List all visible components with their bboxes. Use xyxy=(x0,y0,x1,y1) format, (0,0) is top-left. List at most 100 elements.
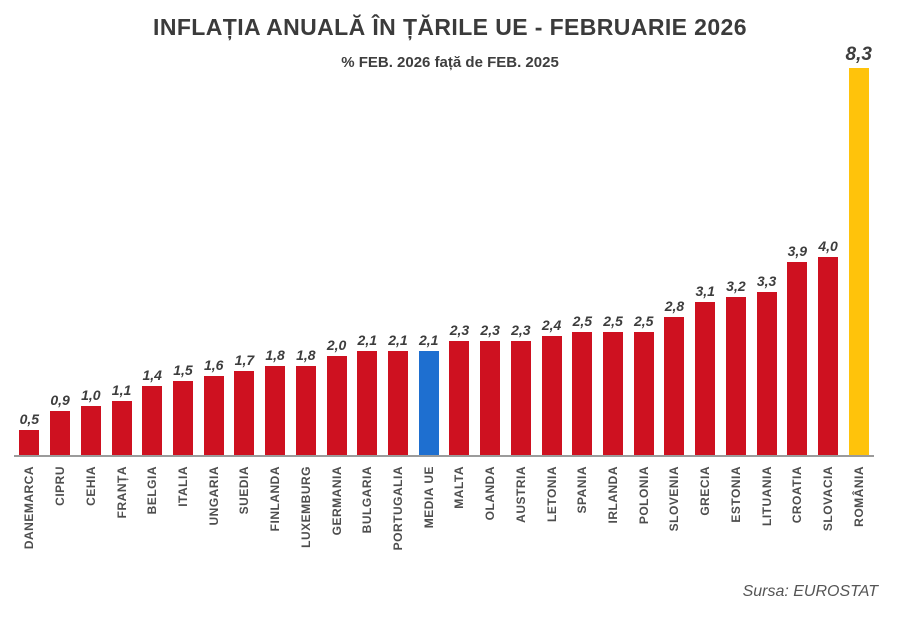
bar-value-label: 2,1 xyxy=(357,332,377,349)
bar-slot: 3,2 xyxy=(721,45,752,455)
x-axis-label-slot: ESTONIA xyxy=(721,466,752,523)
x-axis-label-slot: ITALIA xyxy=(168,466,199,507)
x-axis-label: SPANIA xyxy=(575,466,590,514)
x-axis-label: CIPRU xyxy=(53,466,68,506)
x-axis-label: OLANDA xyxy=(483,466,498,521)
bar xyxy=(664,316,685,455)
bar-slot: 1,0 xyxy=(75,45,106,455)
x-axis-label-slot: MALTA xyxy=(444,466,475,509)
bar-value-label: 1,4 xyxy=(142,366,162,383)
bar xyxy=(818,257,839,455)
bar-value-label: 2,3 xyxy=(449,322,470,339)
bar-value-label: 1,1 xyxy=(111,381,132,398)
bar-value-label: 2,3 xyxy=(511,322,531,339)
bar xyxy=(50,410,71,455)
bar xyxy=(480,341,501,455)
source-credit: Sursa: EUROSTAT xyxy=(742,583,878,600)
x-axis-label: AUSTRIA xyxy=(513,466,528,523)
bar xyxy=(510,341,531,455)
bar-slot: 2,8 xyxy=(659,45,690,455)
bar-slot: 3,1 xyxy=(690,45,721,455)
bar xyxy=(541,336,562,455)
bar-slot: 1,7 xyxy=(229,45,260,455)
x-axis-label: LITUANIA xyxy=(759,466,774,526)
x-axis-label: FRANȚA xyxy=(114,466,129,519)
bar xyxy=(787,262,808,455)
x-axis-label: BELGIA xyxy=(145,466,160,515)
bar-value-label: 1,8 xyxy=(296,347,316,364)
bar-value-label: 0,5 xyxy=(19,411,40,428)
x-axis-label: BULGARIA xyxy=(360,466,375,534)
bar xyxy=(848,68,869,455)
x-axis-label-slot: LETONIA xyxy=(536,466,567,522)
bar xyxy=(111,400,132,455)
bar-slot: 2,1 xyxy=(352,45,383,455)
x-axis-label: CEHIA xyxy=(83,466,98,506)
x-axis-label: UNGARIA xyxy=(206,466,221,526)
bar-slot: 1,4 xyxy=(137,45,168,455)
x-axis-label-slot: AUSTRIA xyxy=(506,466,537,523)
bar-slot: 2,3 xyxy=(506,45,537,455)
bar xyxy=(265,366,286,455)
x-axis-label-slot: DANEMARCA xyxy=(14,466,45,549)
bar-slot: 3,9 xyxy=(782,45,813,455)
x-axis-label: GERMANIA xyxy=(329,466,344,536)
bar xyxy=(172,380,193,455)
bar-value-label: 1,7 xyxy=(234,352,255,368)
bar-slot: 2,5 xyxy=(567,45,598,455)
bar-slot: 0,5 xyxy=(14,45,45,455)
x-axis-label-slot: FINLANDA xyxy=(260,466,291,531)
bar xyxy=(572,331,593,455)
x-axis-label-slot: UNGARIA xyxy=(198,466,229,526)
bar-value-label: 2,5 xyxy=(572,312,593,329)
x-axis-label: MALTA xyxy=(452,466,467,509)
bar xyxy=(234,371,255,455)
x-axis-label: ITALIA xyxy=(175,466,190,507)
bar-value-label: 3,3 xyxy=(756,273,777,289)
x-axis-label-slot: SLOVENIA xyxy=(659,466,690,531)
bar xyxy=(142,385,163,455)
x-axis-label: ROMÂNIA xyxy=(851,466,866,527)
bar-slot: 2,0 xyxy=(321,45,352,455)
bar-slot: 2,4 xyxy=(536,45,567,455)
x-axis-line xyxy=(14,455,874,457)
x-axis-label-slot: CIPRU xyxy=(45,466,76,506)
bar-slot: 8,3 xyxy=(843,45,874,455)
bar-value-label: 3,9 xyxy=(787,243,808,260)
bar-value-label: 1,6 xyxy=(203,357,224,373)
plot-area: 0,5 0,9 1,0 1,1 1,4 1,5 1,6 1,7 1,8 1,8 2,0 2,1 2,1 2… xyxy=(14,45,874,455)
x-axis-label-slot: IRLANDA xyxy=(598,466,629,524)
bar-value-label: 2,1 xyxy=(388,332,408,349)
bar xyxy=(387,351,408,455)
x-axis-label-slot: BULGARIA xyxy=(352,466,383,533)
x-axis-label: DANEMARCA xyxy=(22,466,37,550)
x-axis-label: SLOVACIA xyxy=(821,466,836,532)
bar-value-label: 4,0 xyxy=(818,238,838,255)
bar-value-label: 0,9 xyxy=(50,391,70,408)
x-axis-label-slot: PORTUGALIA xyxy=(383,466,414,550)
bar xyxy=(449,341,470,455)
x-axis-label: LUXEMBURG xyxy=(298,466,313,548)
x-axis-label: IRLANDA xyxy=(606,466,621,524)
bar xyxy=(418,351,439,455)
x-axis-label: GRECIA xyxy=(698,466,713,516)
x-axis-label-slot: BELGIA xyxy=(137,466,168,514)
x-axis-label: ESTONIA xyxy=(728,466,743,523)
bar xyxy=(19,430,40,455)
bar-value-label: 1,5 xyxy=(173,361,193,378)
x-axis-label-slot: CEHIA xyxy=(75,466,106,506)
x-axis-label-slot: SPANIA xyxy=(567,466,598,513)
bar-value-label: 1,8 xyxy=(265,347,285,364)
x-axis-label: POLONIA xyxy=(636,466,651,525)
x-axis-label-slot: ROMÂNIA xyxy=(843,466,874,527)
x-axis-label-slot: SUEDIA xyxy=(229,466,260,514)
bar-slot: 2,1 xyxy=(383,45,414,455)
bar-slot: 1,6 xyxy=(198,45,229,455)
bar-slot: 0,9 xyxy=(45,45,76,455)
x-axis-label: LETONIA xyxy=(544,466,559,522)
bar-value-label: 2,5 xyxy=(634,312,654,329)
bar-slot: 3,3 xyxy=(751,45,782,455)
bar-value-label: 2,0 xyxy=(326,337,347,354)
bar-slot: 2,3 xyxy=(444,45,475,455)
